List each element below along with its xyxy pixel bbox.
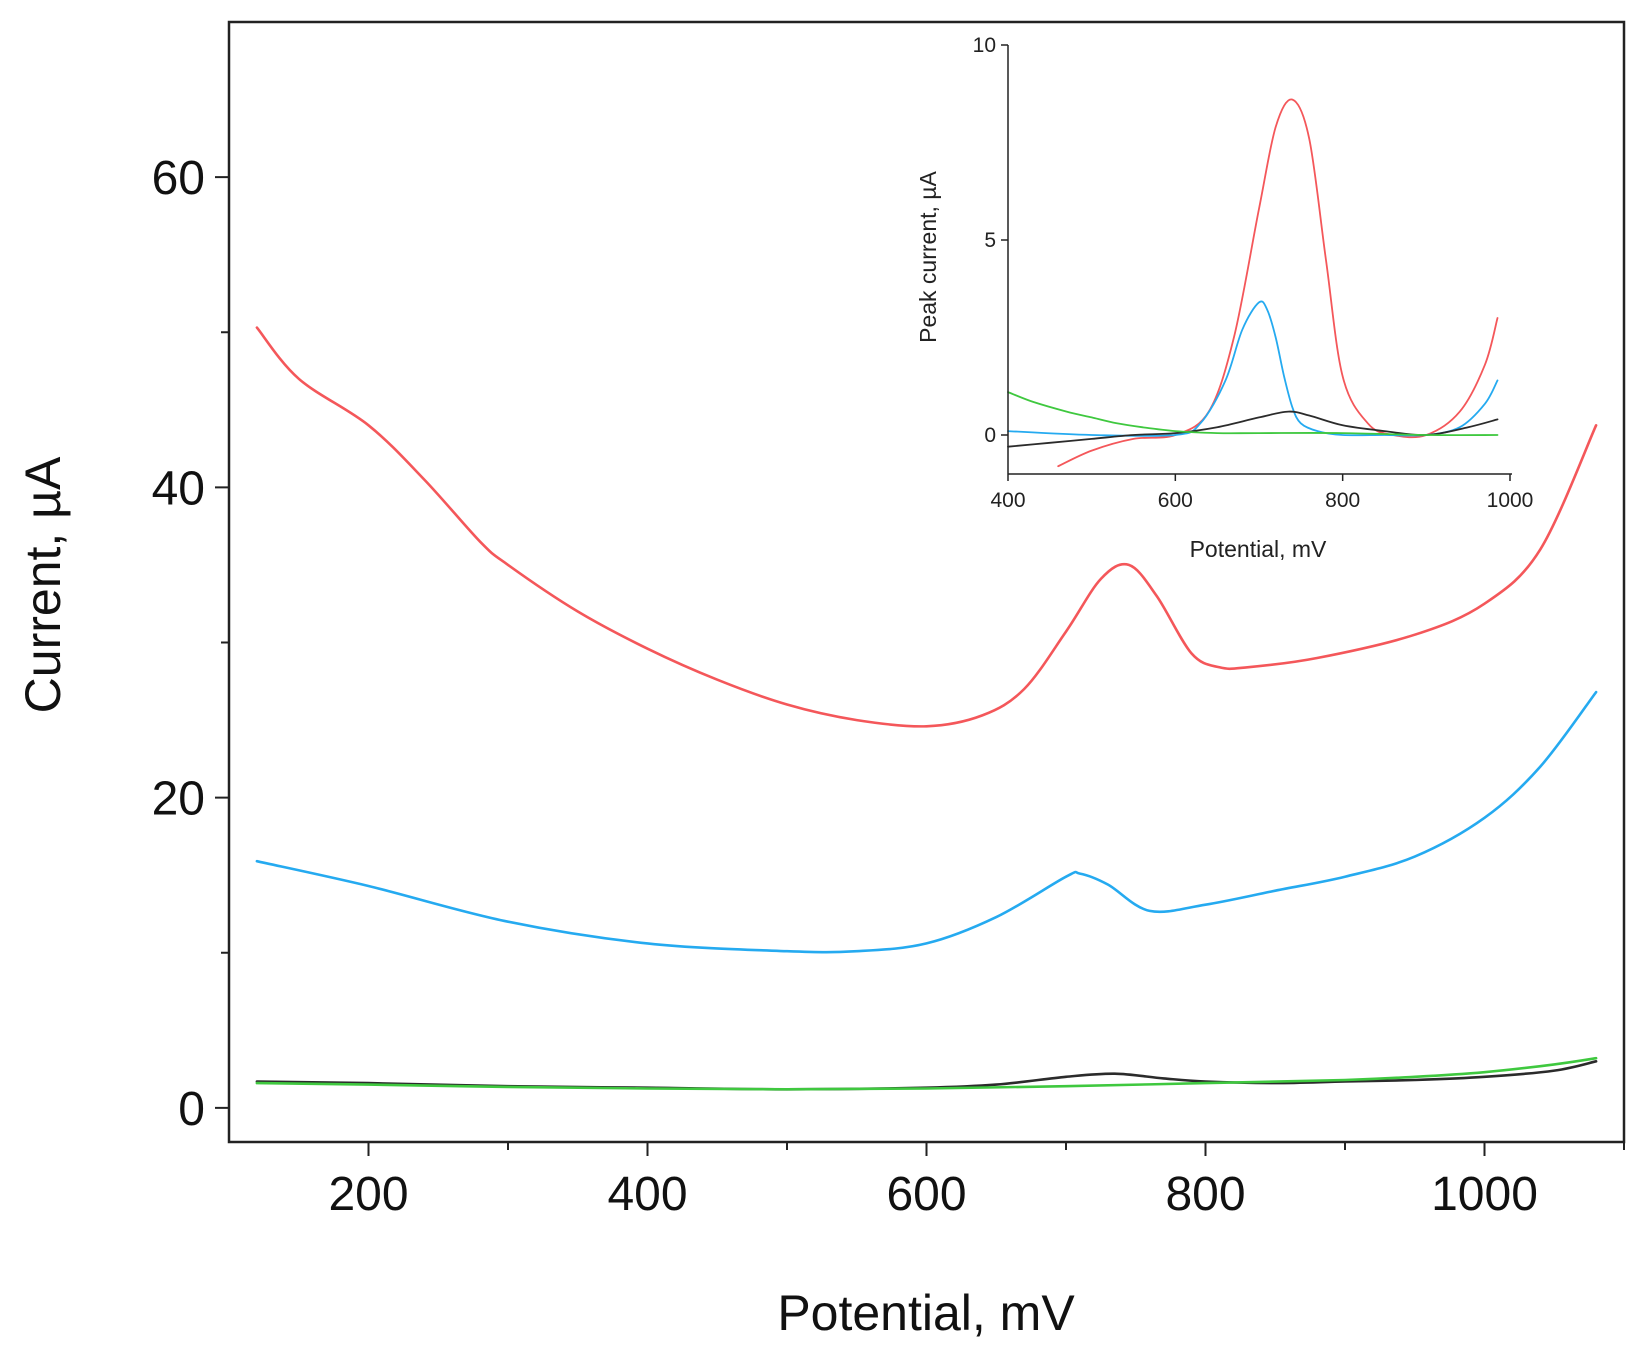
inset-plot-frame: [1008, 45, 1510, 474]
main-x-tick-label-200: 200: [328, 1168, 408, 1221]
inset-x-tick-label-1000: 1000: [1487, 489, 1534, 512]
main-series-group: [255, 326, 1598, 1091]
inset-y-axis-ticks: 0 5 10: [973, 34, 1008, 447]
main-x-axis-title: Potential, mV: [777, 1285, 1075, 1341]
inset-x-tick-label-400: 400: [990, 489, 1025, 512]
inset-x-tick-label-600: 600: [1158, 489, 1193, 512]
inset-x-axis-title: Potential, mV: [1190, 536, 1327, 562]
main-x-tick-label-1000: 1000: [1431, 1168, 1538, 1221]
main-series-blue-line: [255, 690, 1598, 954]
inset-y-tick-label-10: 10: [973, 34, 996, 57]
inset-y-axis-title: Peak current, µA: [915, 170, 941, 342]
main-x-tick-label-800: 800: [1165, 1168, 1245, 1221]
main-y-tick-label-0: 0: [178, 1083, 205, 1136]
inset-series-green-line: [1007, 391, 1499, 437]
inset-x-tick-label-800: 800: [1325, 489, 1360, 512]
main-y-tick-label-60: 60: [152, 152, 205, 205]
inset-y-tick-label-5: 5: [984, 229, 996, 252]
inset-series-group: [1007, 98, 1499, 468]
inset-x-axis-ticks: 400 600 800 1000: [990, 474, 1533, 512]
main-series-green-line: [255, 1056, 1598, 1091]
inset-plot: 400 600 800 1000 0 5 10 Potential, mV Peak cu…: [915, 34, 1533, 562]
inset-y-tick-label-0: 0: [984, 424, 996, 447]
main-y-tick-label-20: 20: [152, 773, 205, 826]
main-plot: 200 400 600 800 1000 0 20 40 60 Potential, mV C…: [15, 20, 1626, 1341]
main-x-tick-label-400: 400: [607, 1168, 687, 1221]
main-y-axis-ticks: 0 20 40 60: [152, 152, 229, 1136]
main-y-tick-label-40: 40: [152, 462, 205, 515]
main-x-axis-ticks: 200 400 600 800 1000: [328, 1142, 1625, 1221]
main-x-tick-label-600: 600: [886, 1168, 966, 1221]
main-series-red-line: [255, 326, 1598, 728]
main-y-axis-title: Current, µA: [15, 456, 71, 713]
